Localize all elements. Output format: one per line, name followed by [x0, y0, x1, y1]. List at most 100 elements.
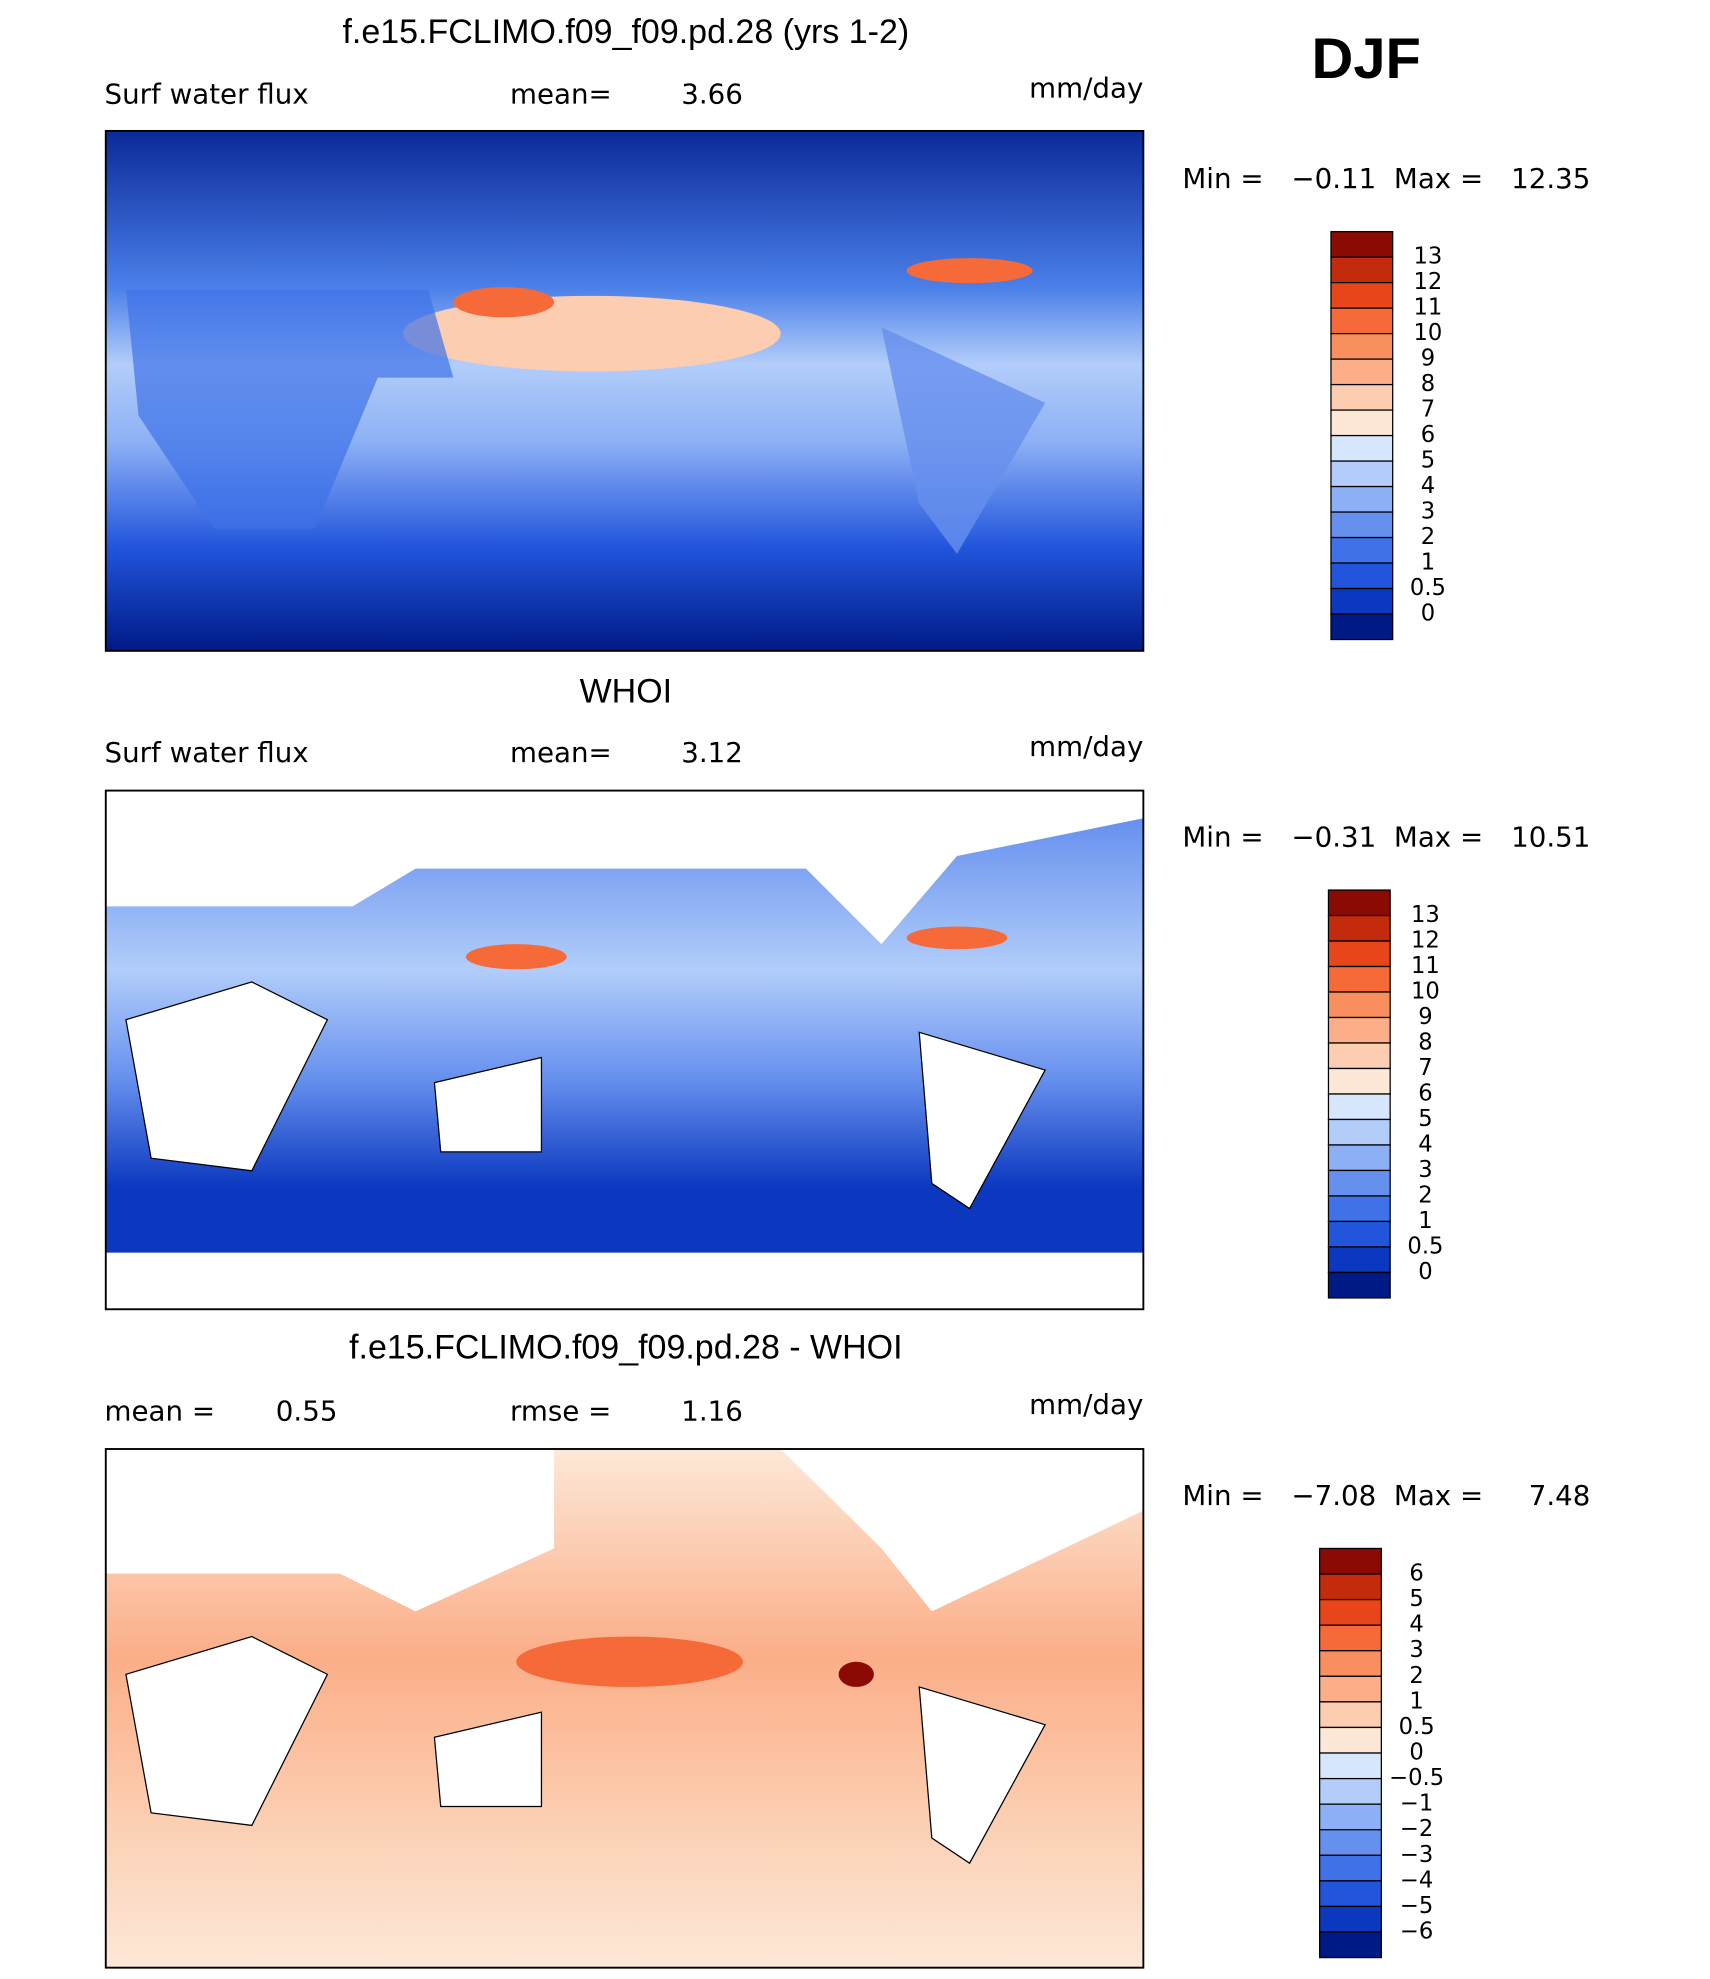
- colorbar-label: 6: [1409, 1561, 1423, 1587]
- stat-value: 0.55: [276, 1394, 338, 1427]
- max-value: 10.51: [1511, 820, 1590, 853]
- stat-value: 3.66: [681, 78, 743, 111]
- colorbar-box: [1327, 940, 1391, 968]
- colorbar-box: [1319, 1547, 1382, 1575]
- colorbar-box: [1327, 1246, 1391, 1274]
- colorbar-box: [1327, 1118, 1391, 1146]
- colorbar-label: 0: [1421, 601, 1435, 627]
- stat-label: rmse =: [510, 1394, 611, 1427]
- colorbar-box: [1330, 562, 1394, 590]
- stat-label: mean =: [105, 1394, 216, 1427]
- variable-label: Surf water flux: [105, 736, 309, 769]
- colorbar-label: 0.5: [1399, 1714, 1435, 1740]
- colorbar-label: 5: [1418, 1106, 1432, 1132]
- colorbar-label: 4: [1418, 1131, 1432, 1157]
- colorbar-box: [1319, 1675, 1382, 1703]
- colorbar-label: −2: [1400, 1816, 1433, 1842]
- min-label: Min =: [1182, 162, 1263, 195]
- colorbar-label: 9: [1418, 1004, 1432, 1030]
- colorbar-box: [1327, 914, 1391, 942]
- colorbar-box: [1327, 1042, 1391, 1070]
- colorbar-label: 2: [1409, 1663, 1423, 1689]
- stat-label: mean=: [510, 736, 612, 769]
- colorbar-label: 5: [1409, 1586, 1423, 1612]
- colorbar-label: 10: [1414, 320, 1443, 346]
- min-value: −0.31: [1291, 820, 1376, 853]
- colorbar-label: 6: [1421, 422, 1435, 448]
- colorbar-box: [1330, 307, 1394, 335]
- stat-label: mean=: [510, 78, 612, 111]
- colorbar-box: [1330, 358, 1394, 386]
- colorbar-box: [1319, 1624, 1382, 1652]
- colorbar-box: [1327, 1195, 1391, 1223]
- colorbar-box: [1319, 1726, 1382, 1754]
- colorbar-label: 10: [1411, 979, 1440, 1005]
- colorbar-box: [1327, 1016, 1391, 1044]
- colorbar-label: 4: [1409, 1612, 1423, 1638]
- colorbar-label: 1: [1409, 1688, 1423, 1714]
- colorbar-label: 0.5: [1410, 575, 1446, 601]
- colorbar-box: [1327, 889, 1391, 917]
- colorbar-label: 11: [1411, 953, 1440, 979]
- colorbar-label: 13: [1414, 244, 1443, 270]
- panel-title: WHOI: [580, 673, 673, 711]
- units-label: mm/day: [1029, 730, 1143, 763]
- colorbar-label: 0: [1409, 1740, 1423, 1766]
- colorbar-box: [1327, 1220, 1391, 1248]
- colorbar-box: [1330, 485, 1394, 513]
- colorbar-label: 12: [1414, 269, 1443, 295]
- colorbar-label: 3: [1409, 1637, 1423, 1663]
- colorbar-box: [1330, 383, 1394, 411]
- colorbar-box: [1330, 613, 1394, 641]
- max-label: Max =: [1394, 1479, 1483, 1512]
- min-label: Min =: [1182, 1479, 1263, 1512]
- colorbar-box: [1330, 256, 1394, 284]
- map-2: [104, 789, 1145, 1311]
- colorbar-label: 1: [1418, 1208, 1432, 1234]
- colorbar-box: [1330, 460, 1394, 488]
- colorbar-label: 12: [1411, 928, 1440, 954]
- colorbar-box: [1330, 281, 1394, 309]
- colorbar-box: [1327, 1169, 1391, 1197]
- colorbar-box: [1327, 1144, 1391, 1172]
- colorbar-box: [1330, 587, 1394, 615]
- stat-value: 1.16: [681, 1394, 743, 1427]
- colorbar-label: 2: [1421, 524, 1435, 550]
- variable-label: Surf water flux: [105, 78, 309, 111]
- colorbar-label: 2: [1418, 1182, 1432, 1208]
- colorbar-label: −3: [1400, 1842, 1433, 1868]
- colorbar-box: [1319, 1701, 1382, 1729]
- colorbar-box: [1327, 965, 1391, 993]
- min-value: −0.11: [1291, 162, 1376, 195]
- colorbar-box: [1330, 231, 1394, 258]
- min-value: −7.08: [1291, 1479, 1376, 1512]
- colorbar-label: −4: [1400, 1867, 1433, 1893]
- panel-title: f.e15.FCLIMO.f09_f09.pd.28 (yrs 1-2): [342, 13, 909, 51]
- colorbar-box: [1330, 511, 1394, 539]
- panel-title: f.e15.FCLIMO.f09_f09.pd.28 - WHOI: [349, 1329, 903, 1367]
- colorbar-label: 8: [1418, 1030, 1432, 1056]
- colorbar-box: [1327, 991, 1391, 1019]
- max-label: Max =: [1394, 162, 1483, 195]
- colorbar-box: [1319, 1598, 1382, 1626]
- colorbar-label: 11: [1414, 295, 1443, 321]
- max-value: 12.35: [1511, 162, 1590, 195]
- colorbar-label: −1: [1400, 1791, 1433, 1817]
- colorbar-box: [1319, 1803, 1382, 1831]
- colorbar-box: [1319, 1854, 1382, 1882]
- max-value: 7.48: [1529, 1479, 1591, 1512]
- min-label: Min =: [1182, 820, 1263, 853]
- colorbar-box: [1319, 1905, 1382, 1933]
- colorbar-label: 7: [1418, 1055, 1432, 1081]
- stat-value: 3.12: [681, 736, 743, 769]
- colorbar-box: [1330, 434, 1394, 462]
- colorbar-box: [1319, 1931, 1382, 1959]
- colorbar-label: −0.5: [1389, 1765, 1444, 1791]
- colorbar-box: [1330, 409, 1394, 437]
- units-label: mm/day: [1029, 1388, 1143, 1421]
- colorbar-label: −6: [1400, 1919, 1433, 1945]
- colorbar-box: [1327, 1067, 1391, 1095]
- colorbar-box: [1319, 1752, 1382, 1780]
- colorbar-label: 5: [1421, 448, 1435, 474]
